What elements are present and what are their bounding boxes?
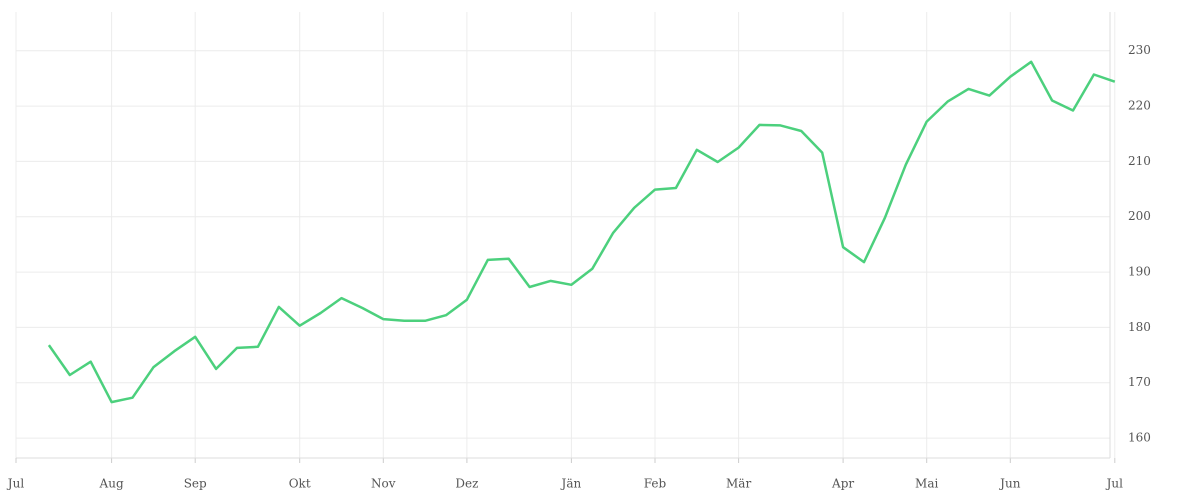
x-tick-label: Jän bbox=[560, 477, 582, 491]
x-tick-label: Nov bbox=[371, 477, 396, 491]
x-tick-label: Mär bbox=[726, 477, 751, 491]
x-tick-label: Jul bbox=[6, 477, 25, 491]
y-tick-label: 210 bbox=[1128, 154, 1151, 168]
x-tick-label: Aug bbox=[99, 477, 124, 491]
y-tick-label: 170 bbox=[1128, 375, 1151, 389]
y-tick-label: 220 bbox=[1128, 99, 1151, 113]
x-tick-label: Sep bbox=[184, 477, 207, 491]
y-tick-label: 200 bbox=[1128, 209, 1151, 223]
x-tick-label: Apr bbox=[831, 477, 854, 491]
y-tick-label: 160 bbox=[1128, 431, 1151, 445]
x-tick-label: Dez bbox=[455, 477, 478, 491]
y-tick-label: 180 bbox=[1128, 320, 1151, 334]
x-tick-label: Okt bbox=[289, 477, 311, 491]
x-tick-label: Jul bbox=[1105, 477, 1124, 491]
x-tick-label: Jun bbox=[998, 477, 1021, 491]
y-tick-label: 230 bbox=[1128, 43, 1151, 57]
data-line bbox=[47, 60, 1116, 404]
x-tick-label: Feb bbox=[644, 477, 667, 491]
x-tick-label: Mai bbox=[915, 477, 938, 491]
y-tick-label: 190 bbox=[1128, 265, 1151, 279]
